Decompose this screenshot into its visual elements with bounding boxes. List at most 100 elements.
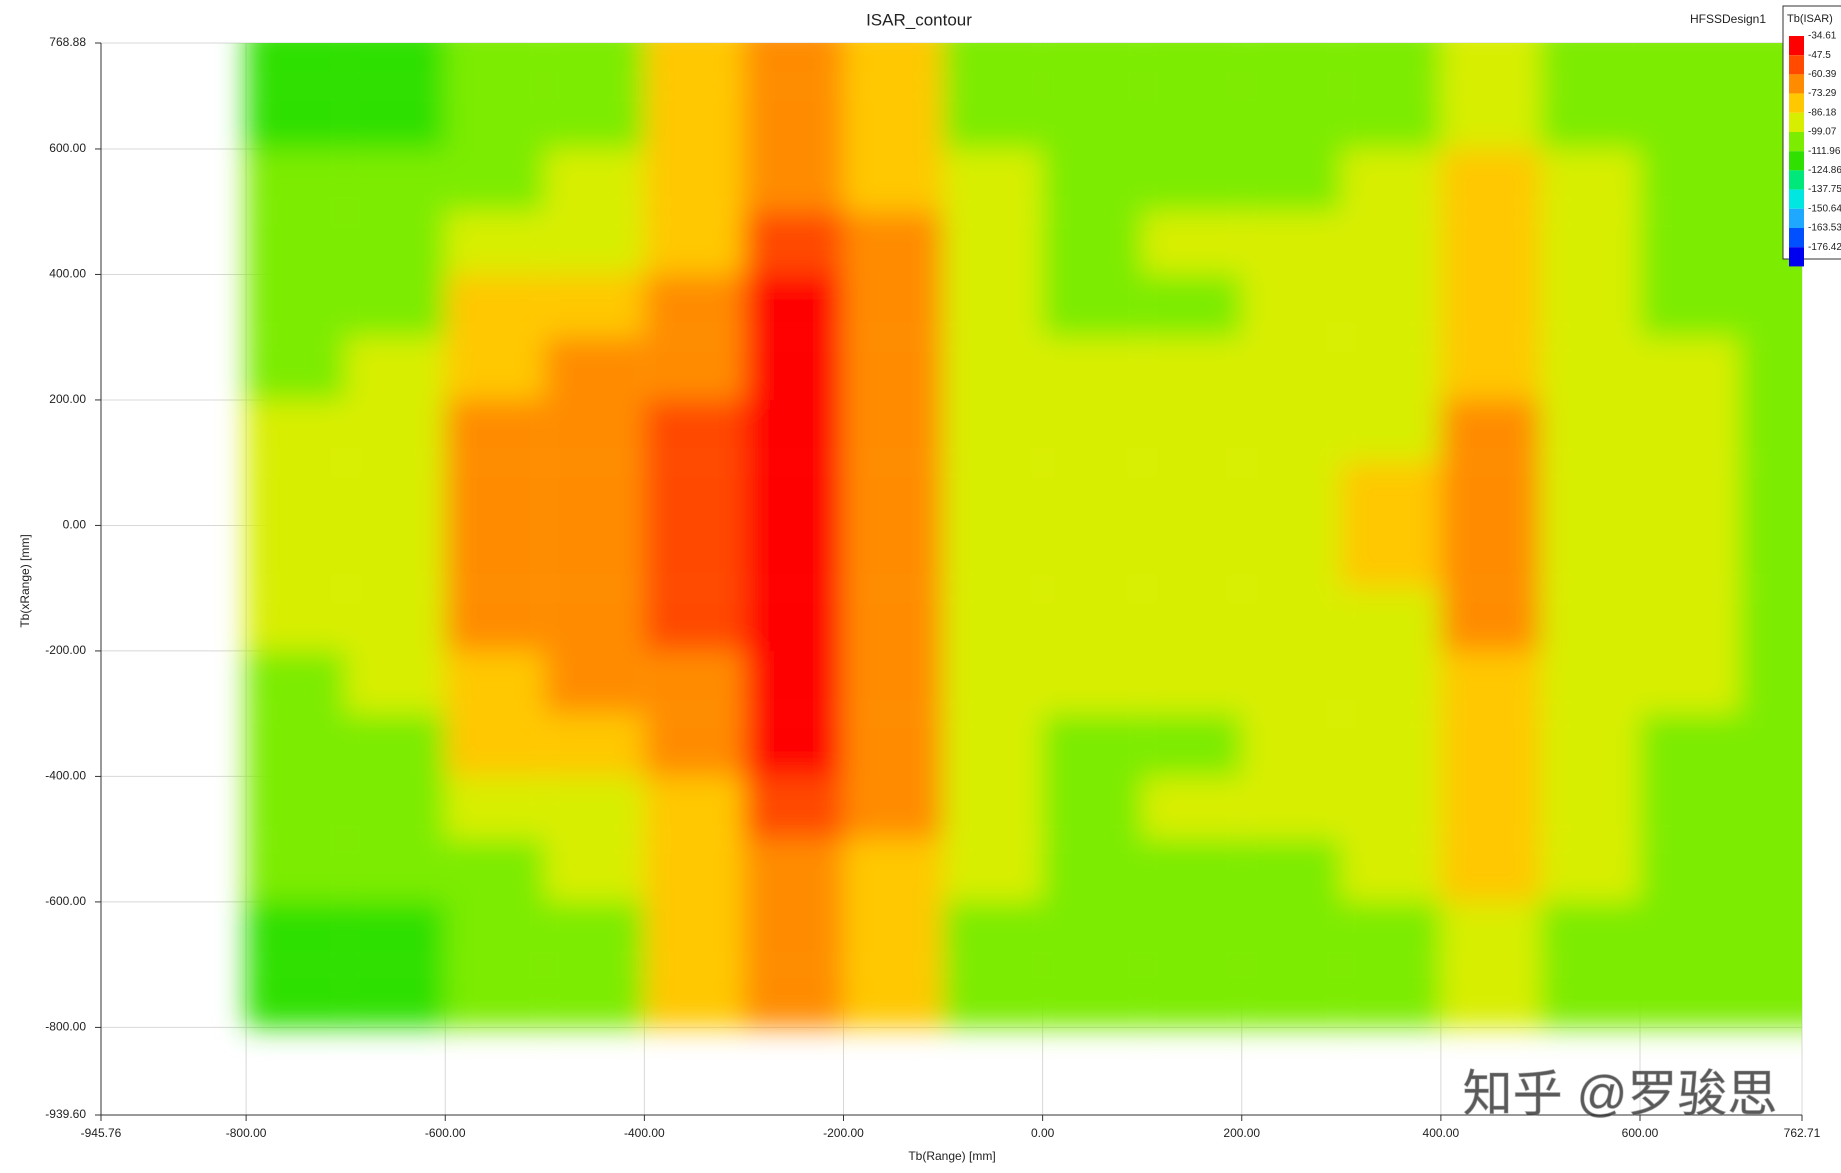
contour-cell: [544, 274, 645, 338]
colorbar-swatch: [1789, 93, 1804, 113]
contour-cell: [644, 211, 744, 275]
contour-cell: [345, 650, 446, 714]
contour-cell: [943, 776, 1043, 840]
contour-cell: [1341, 337, 1441, 400]
design-label: HFSSDesign1: [1690, 12, 1766, 26]
contour-cell: [644, 776, 744, 840]
contour-cell: [1540, 399, 1641, 463]
contour-cell: [1540, 462, 1641, 526]
colorbar-label: -163.53: [1808, 223, 1841, 234]
contour-cell: [1440, 588, 1541, 651]
contour-cell: [743, 776, 844, 840]
contour-cell: [943, 462, 1043, 526]
contour-cell: [843, 337, 944, 400]
contour-cell: [743, 964, 844, 1028]
contour-cell: [1042, 462, 1143, 526]
contour-cell: [1142, 399, 1242, 463]
contour-cell: [1142, 43, 1242, 87]
contour-cell: [943, 650, 1043, 714]
contour-cell: [544, 776, 645, 840]
contour-cell: [1640, 274, 1740, 338]
contour-cell: [445, 776, 545, 840]
contour-cell: [843, 148, 944, 212]
contour-cell: [345, 399, 446, 463]
contour-cell: [1341, 713, 1441, 777]
contour-cell: [1042, 588, 1143, 651]
contour-cell: [1142, 337, 1242, 400]
contour-cell: [1142, 525, 1242, 589]
contour-cell: [1739, 776, 1802, 840]
contour-cell: [943, 43, 1043, 87]
contour-cell: [246, 713, 346, 777]
contour-cell: [843, 462, 944, 526]
colorbar-label: -150.64: [1808, 203, 1841, 214]
contour-cell: [1042, 839, 1143, 902]
colorbar-swatch: [1789, 228, 1804, 248]
x-axis-label: Tb(Range) [mm]: [908, 1149, 995, 1163]
contour-field: [246, 43, 1802, 1028]
contour-cell: [644, 901, 744, 965]
contour-cell: [1540, 588, 1641, 651]
colorbar-label: -176.42: [1808, 242, 1841, 253]
contour-cell: [345, 86, 446, 149]
y-tick-label: -400.00: [45, 769, 86, 783]
contour-cell: [1042, 901, 1143, 965]
contour-cell: [843, 86, 944, 149]
contour-cell: [1142, 839, 1242, 902]
contour-cell: [743, 274, 844, 338]
contour-cell: [544, 148, 645, 212]
contour-cell: [943, 839, 1043, 902]
contour-cell: [843, 964, 944, 1028]
contour-cell: [1739, 650, 1802, 714]
contour-cell: [345, 211, 446, 275]
contour-cell: [1640, 588, 1740, 651]
contour-cell: [1540, 525, 1641, 589]
contour-cell: [1440, 964, 1541, 1028]
contour-cell: [1540, 211, 1641, 275]
contour-cell: [843, 588, 944, 651]
contour-cell: [345, 462, 446, 526]
contour-cell: [1640, 964, 1740, 1028]
contour-cell: [1440, 43, 1541, 87]
contour-cell: [246, 86, 346, 149]
colorbar-label: -34.61: [1808, 31, 1837, 42]
contour-cell: [1440, 713, 1541, 777]
contour-cell: [1042, 86, 1143, 149]
contour-cell: [246, 525, 346, 589]
contour-cell: [1341, 839, 1441, 902]
contour-cell: [1142, 776, 1242, 840]
contour-cell: [943, 964, 1043, 1028]
colorbar-swatch: [1789, 36, 1804, 56]
contour-cell: [1042, 964, 1143, 1028]
x-tick-label: 762.71: [1784, 1126, 1821, 1140]
contour-cell: [1042, 713, 1143, 777]
contour-cell: [246, 462, 346, 526]
contour-cell: [345, 839, 446, 902]
contour-cell: [1540, 650, 1641, 714]
contour-cell: [246, 43, 346, 87]
x-tick-label: -800.00: [226, 1126, 267, 1140]
contour-cell: [1440, 399, 1541, 463]
contour-cell: [1042, 43, 1143, 87]
contour-cell: [1042, 399, 1143, 463]
contour-cell: [1241, 901, 1342, 965]
colorbar: Tb(ISAR) -34.61 -47.5 -60.39 -73.29 -86.18 -9…: [1782, 5, 1841, 267]
contour-cell: [743, 901, 844, 965]
contour-cell: [1739, 839, 1802, 902]
contour-cell: [1540, 43, 1641, 87]
contour-cell: [743, 86, 844, 149]
contour-cell: [544, 839, 645, 902]
contour-cell: [1739, 964, 1802, 1028]
contour-cell: [843, 901, 944, 965]
contour-cell: [544, 211, 645, 275]
contour-cell: [743, 525, 844, 589]
contour-cell: [246, 148, 346, 212]
contour-cell: [1341, 901, 1441, 965]
x-tick-label: 400.00: [1423, 1126, 1460, 1140]
contour-cell: [246, 337, 346, 400]
contour-cell: [1739, 588, 1802, 651]
contour-cell: [345, 148, 446, 212]
contour-cell: [1540, 839, 1641, 902]
x-tick-label: -200.00: [823, 1126, 864, 1140]
